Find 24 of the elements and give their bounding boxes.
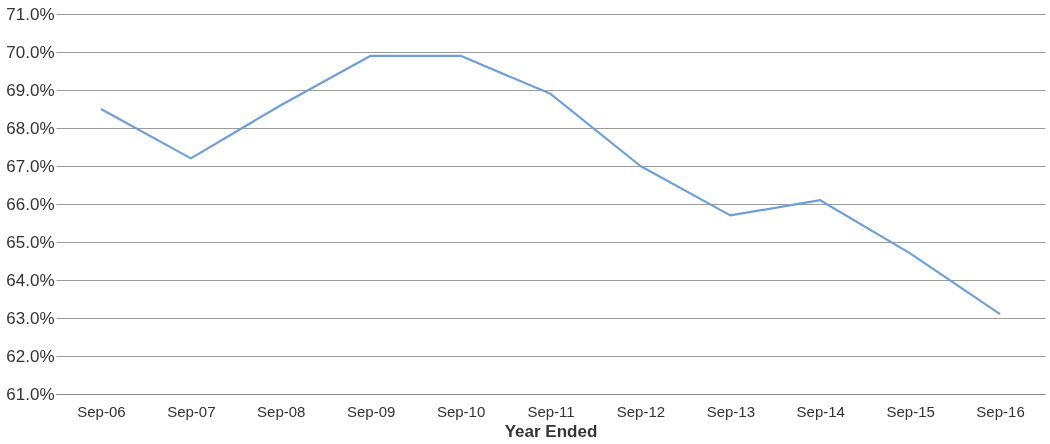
x-tick-label: Sep-13: [706, 402, 756, 420]
x-tick-label: Sep-14: [796, 402, 845, 420]
y-tick-label: 71.0%: [6, 4, 55, 24]
y-tick-label: 68.0%: [6, 118, 55, 138]
x-tick-label: Sep-16: [976, 402, 1025, 420]
y-tick-label: 64.0%: [6, 270, 55, 290]
y-tick-label: 65.0%: [6, 232, 55, 252]
x-tick-label: Sep-10: [436, 402, 486, 420]
x-tick-label: Sep-07: [167, 402, 216, 420]
y-tick-label: 62.0%: [6, 346, 55, 366]
x-tick-label: Sep-11: [527, 402, 575, 420]
x-tick-label: Sep-15: [886, 402, 935, 420]
y-tick-label: 70.0%: [6, 42, 55, 62]
x-tick-label: Sep-12: [616, 402, 666, 420]
x-tick-label: Sep-08: [257, 402, 306, 420]
y-tick-label: 67.0%: [6, 156, 55, 176]
x-tick-label: Sep-06: [77, 402, 126, 420]
y-tick-label: 61.0%: [6, 384, 55, 404]
x-tick-label: Sep-09: [346, 402, 396, 420]
line-series: [99, 54, 1002, 316]
y-tick-label: 63.0%: [6, 308, 55, 328]
x-axis-title: Year Ended: [504, 421, 598, 441]
y-tick-label: 66.0%: [6, 194, 55, 214]
y-tick-label: 69.0%: [6, 80, 55, 100]
